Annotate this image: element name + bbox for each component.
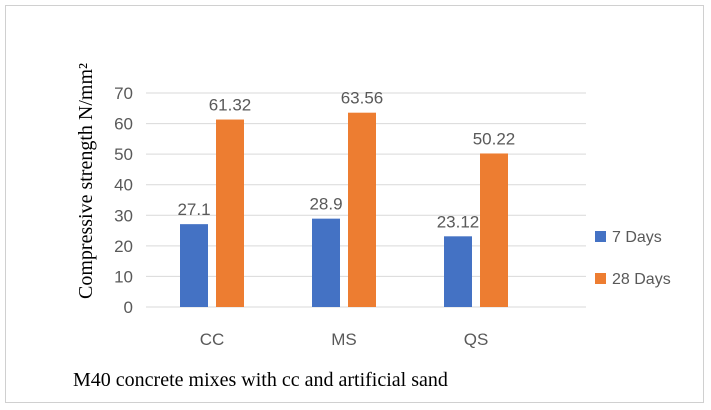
data-label: 50.22 [473, 129, 516, 148]
x-tick-label: QS [464, 330, 489, 349]
legend-label: 7 Days [612, 229, 662, 246]
legend-swatch [595, 273, 606, 284]
y-tick-label: 70 [114, 84, 133, 103]
data-label: 27.1 [177, 200, 210, 219]
x-tick-label: CC [200, 330, 225, 349]
bar-28-days-ms [348, 112, 376, 307]
chart-frame: 0 10 20 30 40 50 60 70 27.1 61.32 28.9 63.56 23.12 5… [5, 5, 704, 403]
y-tick-label: 60 [114, 115, 133, 134]
data-label: 63.56 [341, 89, 384, 108]
data-label: 61.32 [209, 96, 252, 115]
y-tick-label: 20 [114, 237, 133, 256]
bar-7-days-cc [180, 224, 208, 307]
bar-28-days-cc [216, 119, 244, 307]
legend-label: 28 Days [612, 271, 671, 288]
x-axis-ticks: CC MS QS [200, 330, 489, 349]
legend: 7 Days 28 Days [595, 229, 671, 288]
y-axis-label: Compressive strength N/mm² [75, 63, 97, 299]
bar-28-days-qs [480, 153, 508, 307]
bar-7-days-qs [444, 236, 472, 307]
y-tick-label: 30 [114, 206, 133, 225]
y-tick-label: 10 [114, 267, 133, 286]
data-label: 23.12 [437, 212, 480, 231]
bars: 27.1 61.32 28.9 63.56 23.12 50.22 [177, 89, 515, 307]
data-label: 28.9 [309, 195, 342, 214]
bar-7-days-ms [312, 218, 340, 307]
y-tick-label: 0 [124, 298, 133, 317]
bar-chart: 0 10 20 30 40 50 60 70 27.1 61.32 28.9 63.56 23.12 5… [73, 63, 671, 391]
y-tick-label: 50 [114, 145, 133, 164]
y-axis-ticks: 0 10 20 30 40 50 60 70 [114, 84, 133, 317]
y-tick-label: 40 [114, 176, 133, 195]
legend-swatch [595, 231, 606, 242]
x-tick-label: MS [331, 330, 357, 349]
x-axis-label: M40 concrete mixes with cc and artificia… [73, 369, 448, 391]
